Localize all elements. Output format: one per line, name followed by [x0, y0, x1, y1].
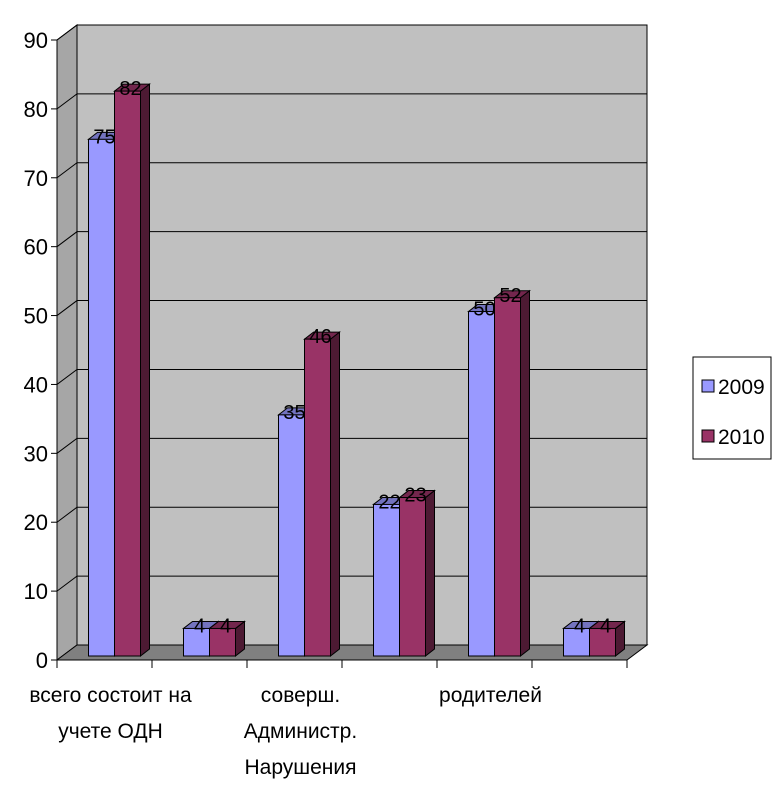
bar-2010-3	[398, 489, 436, 658]
side-wall	[56, 24, 78, 661]
y-tick-label: 70	[24, 166, 48, 191]
bar-front	[589, 627, 616, 657]
bar-front	[304, 338, 331, 657]
gridline	[56, 575, 647, 592]
y-tick-label: 10	[24, 579, 48, 604]
legend-box	[692, 356, 772, 460]
legend-swatch-2009	[701, 379, 715, 393]
bar-2010-4	[493, 289, 531, 658]
gridline	[56, 162, 647, 179]
bar-front	[373, 503, 400, 657]
data-label-2010-3: 23	[404, 485, 426, 507]
y-tick-label: 20	[24, 510, 48, 535]
bar-2010-5	[588, 620, 626, 658]
bar-2010-2	[303, 331, 341, 658]
y-axis: 0 10 20 30 40 50 60 70 80 90	[24, 28, 58, 673]
bar-front	[114, 90, 141, 657]
bars	[87, 83, 626, 658]
y-tick-label: 40	[24, 372, 48, 397]
gridline	[56, 506, 647, 523]
x-category-label-4: родителей	[439, 684, 542, 707]
bar-2010-1	[208, 620, 246, 658]
data-label-2009-5: 4	[574, 615, 585, 637]
data-label-2009-4: 50	[473, 299, 495, 321]
y-tick-label: 60	[24, 235, 48, 260]
y-tick-label: 90	[24, 28, 48, 53]
y-tick-label: 50	[24, 304, 48, 329]
data-label-2009-3: 22	[378, 491, 400, 513]
data-label-2010-5: 4	[600, 615, 611, 637]
y-tick-label: 80	[24, 97, 48, 122]
gridline	[56, 437, 647, 454]
legend-swatch-2010	[701, 429, 715, 443]
data-label-2009-2: 35	[283, 402, 305, 424]
legend-label-2010: 2010	[718, 426, 765, 449]
x-category-label-line: всего состоит на	[29, 684, 192, 707]
x-category-label-line: родителей	[439, 684, 542, 707]
y-tick-label: 0	[36, 648, 48, 673]
bar-side	[520, 289, 530, 658]
legend-label-2009: 2009	[718, 376, 765, 399]
gridline	[56, 368, 647, 385]
bar-front	[209, 627, 236, 657]
x-category-label-line: соверш.	[261, 684, 340, 707]
x-category-label-2: соверш. Администр. Нарушения	[244, 684, 357, 779]
bar-front	[399, 497, 426, 657]
gridlines	[56, 24, 647, 592]
x-category-label-line: Администр.	[244, 720, 357, 743]
bar-side	[425, 489, 435, 658]
x-category-label-line: Нарушения	[244, 756, 356, 779]
x-axis: всего состоит на учете ОДН соверш. Админист…	[29, 659, 628, 779]
bar-front	[88, 138, 115, 657]
data-label-2009-1: 4	[194, 615, 205, 637]
legend: 2009 2010	[692, 356, 772, 460]
y-tick-label: 30	[24, 441, 48, 466]
bar-front	[494, 297, 521, 657]
gridline	[56, 93, 647, 110]
bar-2010-0	[113, 83, 151, 658]
data-label-2009-0: 75	[93, 126, 115, 148]
back-wall	[76, 24, 648, 646]
bar-front	[468, 311, 495, 657]
bar-side	[140, 83, 150, 658]
data-label-2010-0: 82	[119, 78, 141, 100]
gridline	[56, 300, 647, 316]
x-category-label-line: учете ОДН	[58, 720, 163, 743]
data-label-2010-2: 46	[309, 326, 331, 348]
bar-front	[563, 627, 590, 657]
data-label-2010-1: 4	[220, 615, 231, 637]
x-category-label-0: всего состоит на учете ОДН	[29, 684, 192, 743]
bar-side	[330, 331, 340, 658]
data-label-2010-4: 52	[499, 285, 521, 307]
gridline	[56, 24, 647, 41]
bar-front	[278, 414, 305, 657]
gridline	[56, 231, 647, 248]
